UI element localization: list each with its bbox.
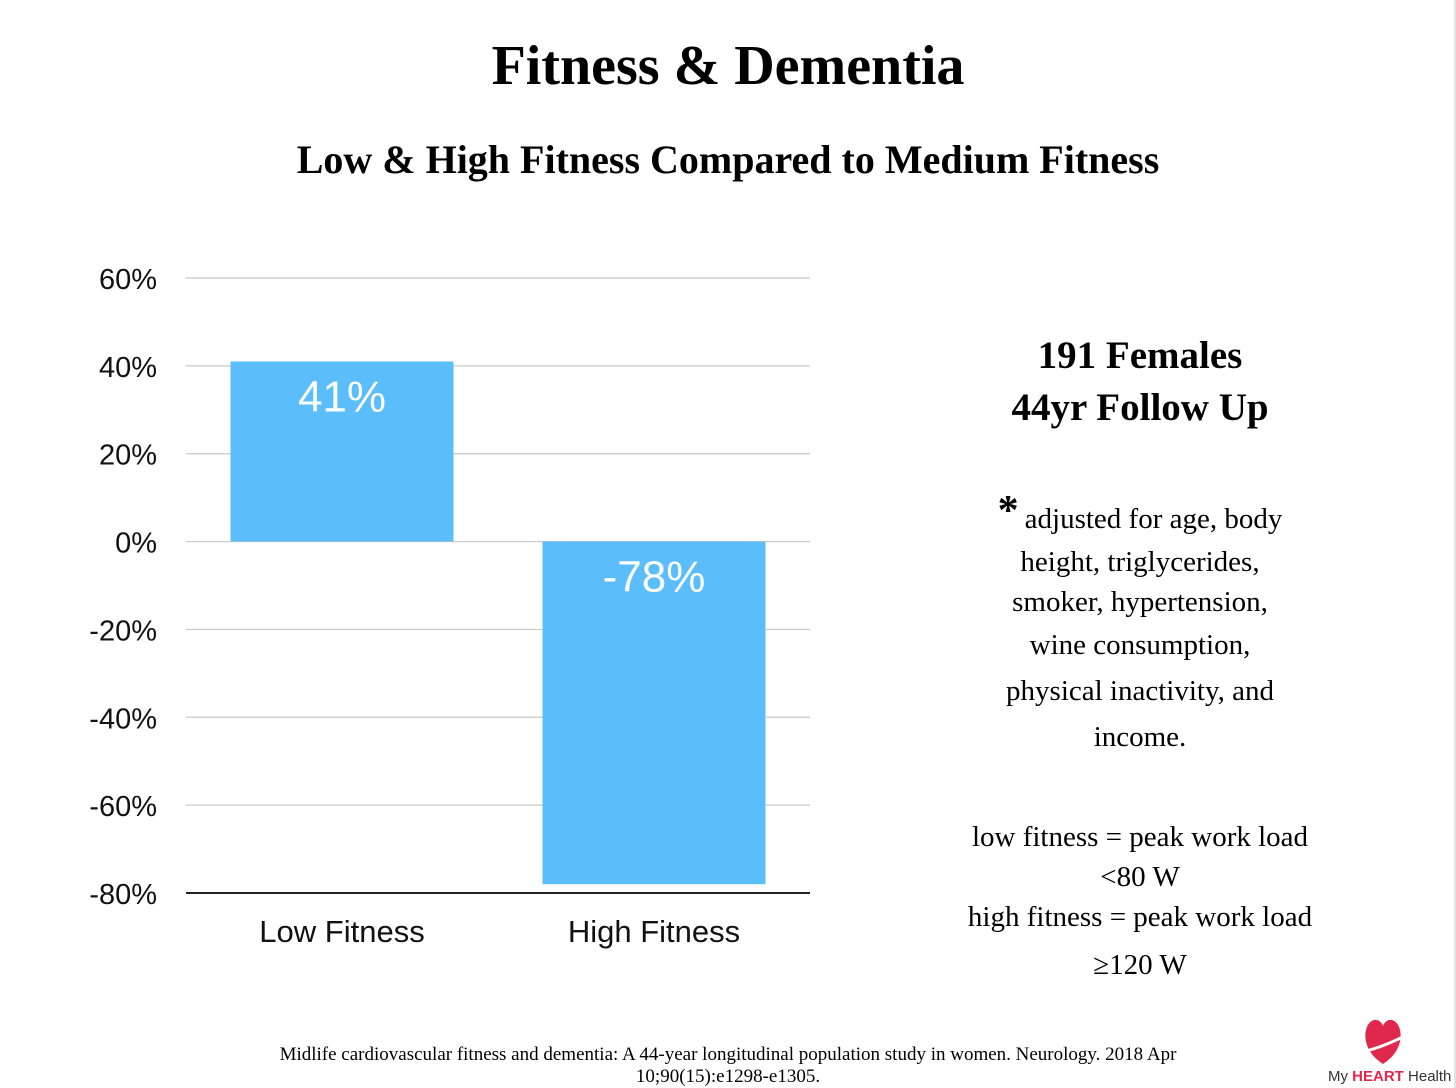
follow-up-duration: 44yr Follow Up [1011, 386, 1269, 429]
x-category-label: Low Fitness [259, 914, 424, 949]
logo-heart: HEART [1352, 1068, 1404, 1085]
logo-wordmark: My HEART Health [1328, 1068, 1451, 1085]
adjustment-line: height, triglycerides, [1020, 546, 1260, 578]
data-labels: 41% -78% [298, 372, 705, 601]
y-tick-label: 40% [99, 352, 157, 384]
citation-line: 10;90(15):e1298-e1305. [635, 1066, 821, 1087]
bar-value-label: -78% [603, 553, 706, 602]
adjustment-line: income. [1093, 721, 1187, 753]
y-tick-label: 60% [99, 264, 157, 296]
y-tick-label: -80% [89, 879, 157, 911]
y-tick-label: 0% [115, 528, 157, 560]
adjustment-text: adjusted for age, body [1024, 503, 1283, 535]
logo-my: My [1328, 1068, 1348, 1085]
right-edge-rule [1454, 0, 1456, 1088]
low-fitness-threshold: <80 W [1100, 861, 1180, 893]
chart-subtitle: Low & High Fitness Compared to Medium Fi… [296, 137, 1160, 182]
adjustment-line: smoker, hypertension, [1012, 586, 1268, 618]
citation-line: Midlife cardiovascular fitness and demen… [279, 1044, 1177, 1065]
adjustment-note: * adjusted for age, body height, triglyce… [950, 488, 1330, 760]
asterisk-marker: * [997, 488, 1019, 534]
y-tick-label: -40% [89, 703, 157, 735]
x-category-label: High Fitness [568, 914, 740, 949]
bar [542, 541, 766, 885]
y-tick-label: -60% [89, 791, 157, 823]
x-axis-categories: Low Fitness High Fitness [259, 914, 740, 949]
my-heart-health-logo: My HEART Health [1328, 1012, 1451, 1088]
heart-icon [1361, 1019, 1417, 1064]
bar-chart: 60% 40% 20% 0% -20% -40% -60% -80% 41% -78% Low … [89, 264, 810, 949]
bar-value-label: 41% [298, 372, 386, 421]
high-fitness-threshold: ≥120 W [1093, 949, 1187, 981]
adjustment-line: * adjusted for age, body [950, 488, 1330, 542]
y-axis-ticks: 60% 40% 20% 0% -20% -40% -60% -80% [89, 264, 157, 911]
y-tick-label: -20% [89, 615, 157, 647]
study-size: 191 Females [1037, 334, 1243, 377]
logo-health: Health [1408, 1068, 1452, 1085]
high-fitness-definition: high fitness = peak work load [967, 901, 1313, 933]
adjustment-line: wine consumption, [1029, 629, 1251, 661]
bars [230, 361, 766, 885]
citation: Midlife cardiovascular fitness and demen… [200, 1044, 1256, 1088]
y-tick-label: 20% [99, 440, 157, 472]
adjustment-line: physical inactivity, and [1006, 675, 1274, 707]
chart-title: Fitness & Dementia [491, 35, 965, 97]
bar [230, 361, 454, 542]
low-fitness-definition: low fitness = peak work load [971, 821, 1309, 853]
